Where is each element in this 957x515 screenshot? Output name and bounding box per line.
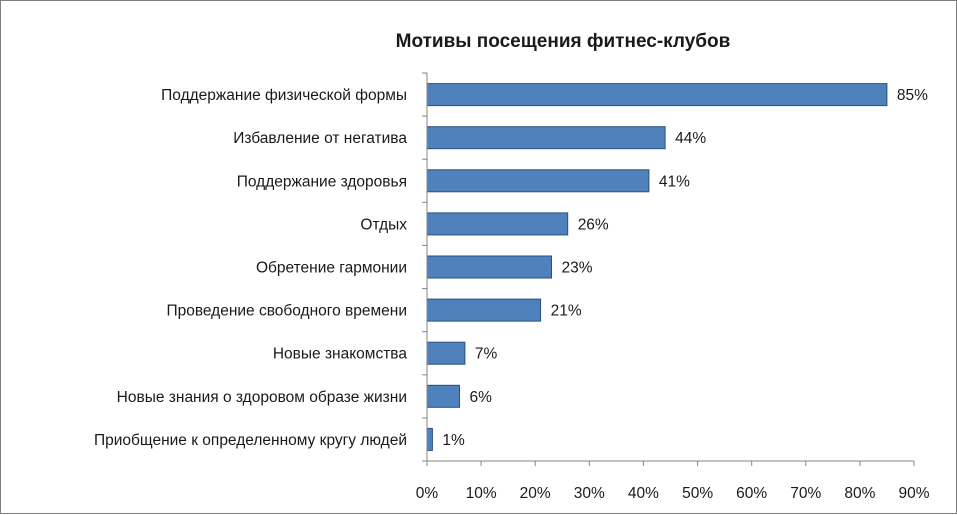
x-tick-label-8: 80% bbox=[844, 485, 875, 502]
x-tick-label-0: 0% bbox=[416, 485, 439, 502]
bar-9 bbox=[426, 427, 433, 451]
bars-group bbox=[426, 83, 888, 451]
bar-3 bbox=[426, 169, 650, 193]
data-label-6: 21% bbox=[551, 303, 582, 320]
x-tick-label-3: 30% bbox=[574, 485, 605, 502]
data-label-2: 44% bbox=[675, 130, 706, 147]
category-label-3: Поддержание здоровья bbox=[237, 173, 407, 190]
x-tick-label-2: 20% bbox=[520, 485, 551, 502]
x-tick-label-6: 60% bbox=[736, 485, 767, 502]
data-label-4: 26% bbox=[578, 216, 609, 233]
data-label-7: 7% bbox=[475, 346, 498, 363]
data-label-3: 41% bbox=[659, 173, 690, 190]
x-tick-label-4: 40% bbox=[628, 485, 659, 502]
category-labels-group: Поддержание физической формы Избавление о… bbox=[94, 87, 407, 449]
x-tick-label-5: 50% bbox=[682, 485, 713, 502]
bar-8 bbox=[426, 384, 460, 408]
x-ticks-group: 0% 10% 20% 30% 40% 50% 60% 70% 80% 90% bbox=[416, 461, 930, 502]
category-label-4: Отдых bbox=[360, 216, 407, 233]
category-label-6: Проведение свободного времени bbox=[166, 303, 407, 320]
bar-1 bbox=[426, 83, 888, 107]
data-labels-group: 85% 44% 41% 26% 23% 21% 7% 6% 1% bbox=[442, 87, 928, 449]
category-label-7: Новые знакомства bbox=[273, 346, 408, 363]
bar-7 bbox=[426, 341, 466, 365]
bar-4 bbox=[426, 212, 569, 236]
x-tick-label-1: 10% bbox=[466, 485, 497, 502]
category-label-1: Поддержание физической формы bbox=[161, 87, 407, 104]
bar-6 bbox=[426, 298, 542, 322]
bar-5 bbox=[426, 255, 552, 279]
category-label-9: Приобщение к определенному кругу людей bbox=[94, 432, 407, 449]
data-label-5: 23% bbox=[562, 260, 593, 277]
chart-title: Мотивы посещения фитнес-клубов bbox=[396, 31, 731, 52]
category-label-5: Обретение гармонии bbox=[256, 260, 407, 277]
category-label-2: Избавление от негатива bbox=[233, 130, 407, 147]
data-label-1: 85% bbox=[897, 87, 928, 104]
data-label-8: 6% bbox=[470, 389, 493, 406]
x-tick-label-7: 70% bbox=[790, 485, 821, 502]
bar-2 bbox=[426, 126, 666, 150]
axes-group bbox=[422, 72, 914, 462]
category-label-8: Новые знания о здоровом образе жизни bbox=[117, 389, 407, 406]
x-tick-label-9: 90% bbox=[898, 485, 929, 502]
data-label-9: 1% bbox=[442, 432, 465, 449]
